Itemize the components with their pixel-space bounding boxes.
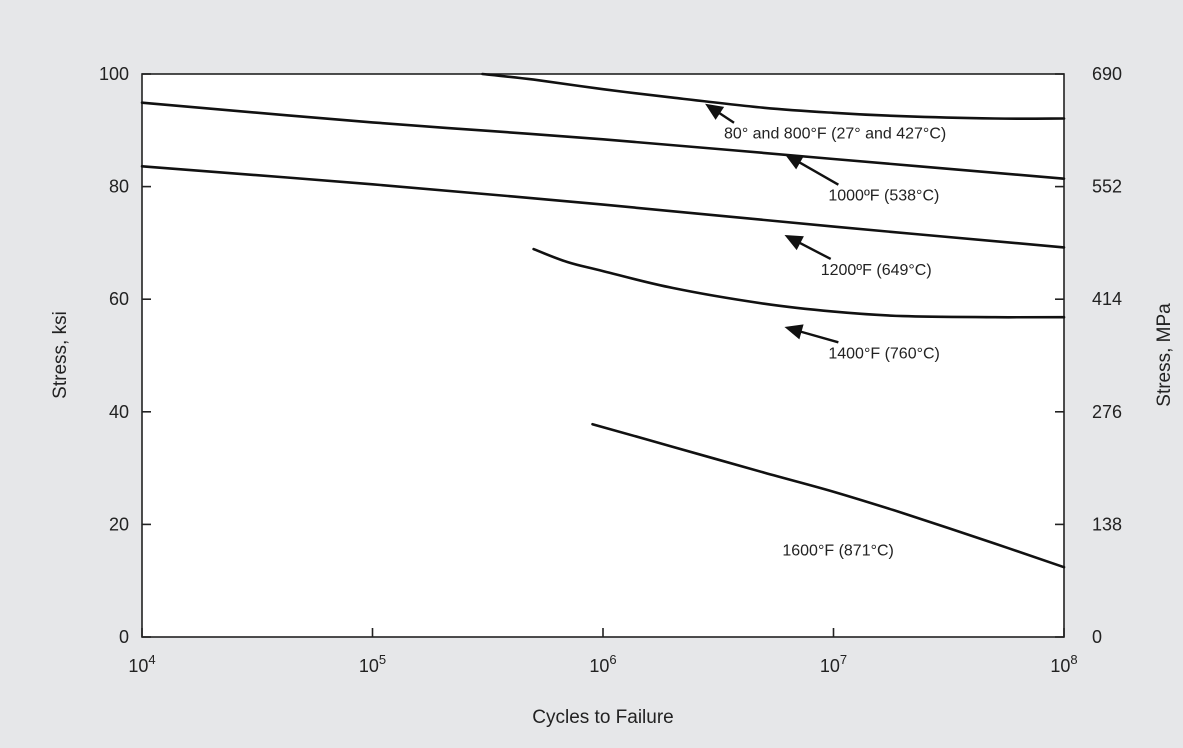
arrow-head-icon [784, 153, 804, 170]
labels-layer: 104 105 106 107 108 0 20 40 60 80 100 0 138 276 414 552… [99, 64, 1122, 676]
x-tick-label: 107 [820, 652, 847, 676]
y-tick-label-right: 690 [1092, 64, 1122, 84]
arrow-head-icon [784, 235, 804, 251]
series-line-4 [532, 247, 1066, 319]
x-axis-title: Cycles to Failure [532, 707, 674, 728]
y-tick-label-right: 414 [1092, 289, 1122, 309]
series-label-3: 1200ºF (649°C) [821, 262, 932, 279]
x-tick-label: 105 [359, 652, 386, 676]
y-tick-label-right: 0 [1092, 627, 1102, 647]
series-label-1: 80° and 800°F (27° and 427°C) [724, 126, 946, 143]
series-label-4: 1400°F (760°C) [828, 345, 940, 362]
y-tick-label-right: 138 [1092, 514, 1122, 534]
arrow-head-icon [784, 324, 804, 340]
y-tick-label-left: 0 [119, 627, 129, 647]
y-axis-title-left: Stress, ksi [50, 311, 71, 399]
x-tick-label: 106 [589, 652, 616, 676]
y-axis-title-right: Stress, MPa [1154, 303, 1175, 407]
plot-frame [141, 73, 1065, 638]
series-line-5 [591, 422, 1066, 569]
x-tick-label: 104 [128, 652, 155, 676]
ticks-layer [141, 73, 1065, 638]
y-tick-label-right: 276 [1092, 402, 1122, 422]
curves-layer [140, 72, 1066, 569]
series-line-2 [140, 101, 1066, 180]
x-tick-label: 108 [1050, 652, 1077, 676]
y-tick-label-left: 60 [109, 289, 129, 309]
series-line-3 [140, 165, 1066, 249]
arrow-shaft [798, 161, 839, 186]
y-tick-label-left: 100 [99, 64, 129, 84]
series-line-1 [481, 72, 1066, 120]
arrow-shaft [718, 112, 735, 124]
y-tick-label-left: 20 [109, 514, 129, 534]
arrow-head-icon [705, 103, 725, 120]
arrow-shaft [800, 330, 839, 344]
series-label-5: 1600°F (871°C) [782, 542, 894, 559]
y-tick-label-right: 552 [1092, 177, 1122, 197]
series-label-2: 1000ºF (538°C) [828, 188, 939, 205]
arrow-shaft [799, 241, 832, 261]
y-tick-label-left: 40 [109, 402, 129, 422]
y-tick-label-left: 80 [109, 177, 129, 197]
